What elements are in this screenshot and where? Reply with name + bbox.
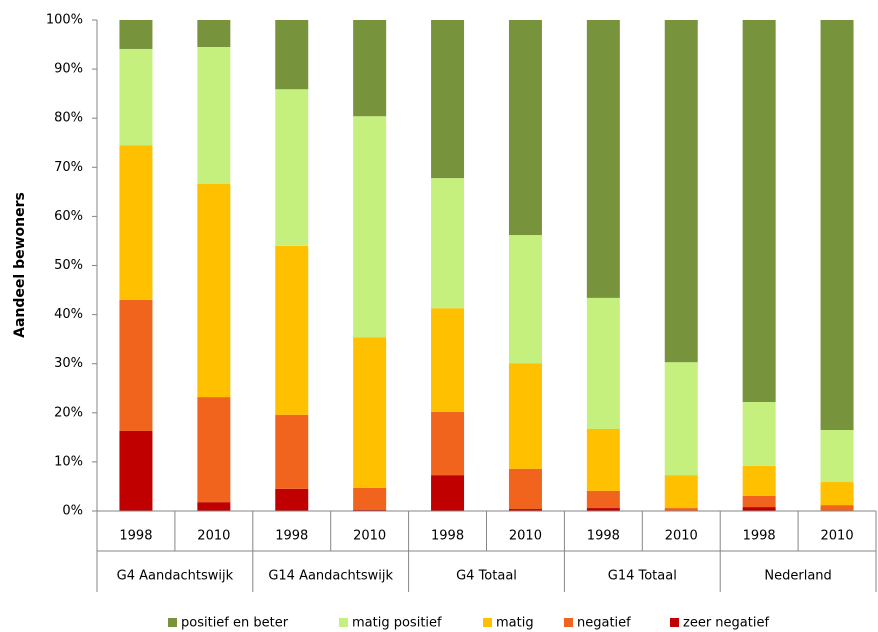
y-tick-label: 100% [46, 13, 83, 28]
bar-segment [742, 401, 776, 466]
bar-segment [275, 488, 309, 511]
legend-swatch [483, 618, 492, 627]
x-tick-label: 1998 [275, 529, 308, 544]
legend-label: negatief [577, 616, 631, 631]
bar-segment [431, 178, 465, 309]
x-tick-label: 1998 [431, 529, 464, 544]
bar-segment [664, 362, 698, 476]
bar-segment [197, 20, 231, 48]
bar-segment [820, 482, 854, 506]
y-tick-label: 10% [54, 454, 83, 469]
x-tick-label: 2010 [353, 529, 386, 544]
y-tick-label: 30% [54, 356, 83, 371]
bar-segment [431, 20, 465, 179]
bar-segment [586, 490, 620, 509]
legend-swatch [168, 618, 177, 627]
bar-segment [197, 502, 231, 511]
bar-segment [197, 183, 231, 398]
bar-segment [586, 20, 620, 298]
bar-segment [197, 397, 231, 503]
bar-segment [119, 48, 153, 146]
legend-swatch [339, 618, 348, 627]
legend-label: zeer negatief [683, 616, 769, 631]
bar-segment [275, 245, 309, 415]
bar-segment [742, 20, 776, 402]
legend-swatch [670, 618, 679, 627]
y-tick-label: 60% [54, 209, 83, 224]
legend-swatch [564, 618, 573, 627]
bar-segment [119, 20, 153, 49]
bar-segment [820, 505, 854, 511]
bar-segment [742, 507, 776, 511]
bar-segment [820, 429, 854, 483]
x-tick-label: 2010 [821, 529, 854, 544]
bar-segment [353, 337, 387, 488]
x-tick-label: 1998 [119, 529, 152, 544]
bar-segment [586, 508, 620, 511]
bar-segment [431, 308, 465, 412]
y-tick-label: 50% [54, 258, 83, 273]
group-label: G14 Totaal [608, 569, 677, 584]
x-tick-label: 2010 [665, 529, 698, 544]
bar-segment [431, 475, 465, 511]
x-tick-label: 2010 [197, 529, 230, 544]
group-label: Nederland [764, 569, 831, 584]
bar-segment [742, 465, 776, 496]
group-label: G14 Aandachtswijk [268, 569, 393, 584]
x-tick-label: 1998 [743, 529, 776, 544]
bar-segment [508, 363, 542, 469]
y-tick-label: 80% [54, 111, 83, 126]
bar-segment [119, 299, 153, 431]
x-tick-label: 1998 [587, 529, 620, 544]
bar-segment [820, 20, 854, 430]
bar-segment [119, 145, 153, 300]
y-axis-title: Aandeel bewoners [12, 192, 28, 338]
bar-segment [275, 414, 309, 489]
bar-segment [275, 89, 309, 246]
bar-segment [353, 20, 387, 117]
bar-segment [664, 20, 698, 363]
y-tick-label: 90% [54, 62, 83, 77]
bar-segment [742, 495, 776, 508]
bar-segment [275, 20, 309, 90]
legend-label: matig positief [352, 616, 442, 631]
legend-label: matig [496, 616, 534, 631]
bar-segment [586, 297, 620, 430]
bar-segment [508, 468, 542, 510]
bar-segment [197, 47, 231, 184]
bar-segment [586, 429, 620, 491]
bar-segment [508, 20, 542, 236]
bar-segment [508, 235, 542, 364]
legend-label: positief en beter [181, 616, 289, 631]
bar-segment [508, 509, 542, 511]
bar-segment [664, 475, 698, 509]
bar-segment [353, 116, 387, 338]
y-tick-label: 40% [54, 307, 83, 322]
x-tick-label: 2010 [509, 529, 542, 544]
bar-segment [431, 411, 465, 476]
bar-segment [664, 508, 698, 511]
group-label: G4 Aandachtswijk [117, 569, 234, 584]
bar-segment [119, 430, 153, 511]
y-tick-label: 20% [54, 405, 83, 420]
y-tick-label: 0% [62, 504, 83, 519]
group-label: G4 Totaal [456, 569, 517, 584]
y-tick-label: 70% [54, 160, 83, 175]
bar-segment [353, 487, 387, 511]
